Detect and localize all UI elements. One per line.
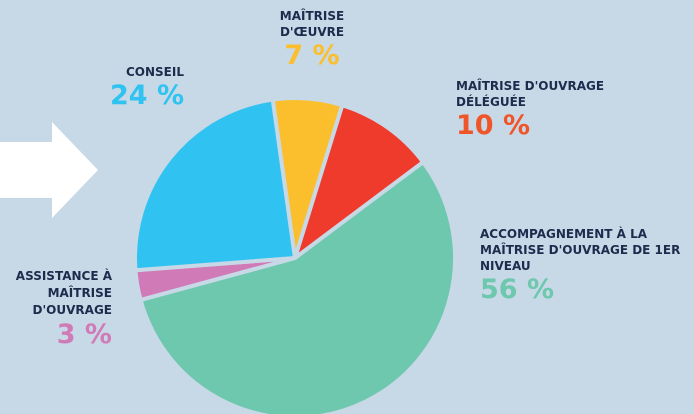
category-name: MAÎTRISE D'ŒUVRE (279, 9, 345, 39)
category-name: CONSEIL (125, 65, 184, 79)
slice-label: CONSEIL 24 % (72, 64, 184, 112)
value-label: 56 % (480, 274, 555, 305)
pie-slice (138, 160, 457, 414)
pie-slice (293, 103, 426, 260)
value-label: 3 % (56, 319, 112, 350)
pie-slice (133, 97, 297, 273)
arrow (0, 122, 98, 218)
value-label: 24 % (109, 80, 184, 111)
category-name: ACCOMPAGNEMENT À LA MAÎTRISE D'OUVRAGE D… (480, 227, 681, 273)
slice-label: MAÎTRISE D'ŒUVRE 7 % (262, 8, 362, 72)
slice-label: ASSISTANCE À MAÎTRISE D'OUVRAGE 3 % (2, 268, 112, 351)
category-name: ASSISTANCE À MAÎTRISE D'OUVRAGE (15, 269, 112, 317)
value-label: 10 % (456, 110, 531, 141)
category-name: MAÎTRISE D'OUVRAGE DÉLÉGUÉE (456, 79, 605, 109)
slice-label: ACCOMPAGNEMENT À LA MAÎTRISE D'OUVRAGE D… (480, 226, 694, 306)
value-label: 7 % (284, 40, 340, 71)
slice-label: MAÎTRISE D'OUVRAGE DÉLÉGUÉE 10 % (456, 78, 656, 142)
